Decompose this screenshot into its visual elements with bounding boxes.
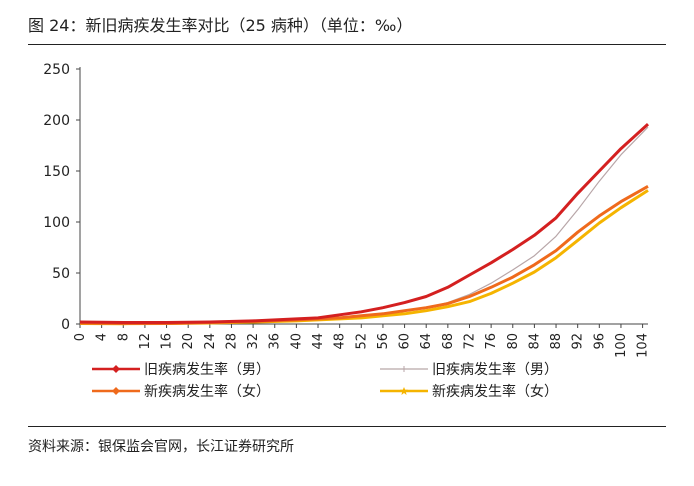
x-tick-label: 104 <box>636 333 651 358</box>
y-tick-label: 0 <box>61 317 70 333</box>
y-tick-label: 150 <box>43 164 70 180</box>
x-tick-label: 40 <box>289 333 304 350</box>
x-tick-label: 52 <box>354 333 369 350</box>
series-line <box>79 126 649 325</box>
bottom-rule <box>28 426 666 427</box>
x-tick-label: 92 <box>571 333 586 350</box>
y-tick-label: 100 <box>43 215 70 231</box>
legend-label: 旧疾病发生率（男） <box>432 361 558 378</box>
x-tick-label: 8 <box>116 333 131 341</box>
series-line <box>79 184 649 325</box>
x-tick-label: 100 <box>614 333 629 358</box>
x-tick-label: 4 <box>95 333 110 341</box>
x-tick-label: 76 <box>484 333 499 350</box>
x-tick-label: 44 <box>311 333 326 350</box>
legend: 旧疾病发生率（男） 旧疾病发生率（男） 新疾病发生率（女） 新疾病发生率（女） <box>92 361 558 400</box>
y-tick-label: 250 <box>43 62 70 78</box>
x-tick-label: 56 <box>376 333 391 350</box>
figure-source: 资料来源：银保监会官网，长江证券研究所 <box>28 439 294 455</box>
x-tick-label: 96 <box>592 333 607 350</box>
series-layer <box>79 122 650 326</box>
x-tick-label: 28 <box>224 333 239 350</box>
x-tick-label: 32 <box>246 333 261 350</box>
x-tick-label: 12 <box>138 333 153 350</box>
x-tick-label: 80 <box>506 333 521 350</box>
x-tick-label: 24 <box>203 333 218 350</box>
x-tick-label: 72 <box>462 333 477 350</box>
legend-marker <box>400 387 408 395</box>
x-tick-label: 84 <box>527 333 542 350</box>
x-tick-label: 36 <box>268 333 283 350</box>
x-tick-label: 60 <box>398 333 413 350</box>
legend-label: 旧疾病发生率（男） <box>144 361 270 378</box>
y-tick-label: 50 <box>52 266 70 282</box>
legend-label: 新疾病发生率（女） <box>432 383 558 400</box>
x-tick-label: 88 <box>549 333 564 350</box>
x-tick-label: 0 <box>73 333 88 341</box>
top-rule <box>28 44 666 45</box>
x-tick-label: 16 <box>160 333 175 350</box>
legend-marker <box>401 366 407 372</box>
x-tick-label: 20 <box>181 333 196 350</box>
figure-title: 图 24：新旧病疾发生率对比（25 病种）（单位：‰） <box>28 16 413 35</box>
x-tick-label: 64 <box>419 333 434 350</box>
y-tick-label: 200 <box>43 113 70 129</box>
legend-marker <box>112 387 120 395</box>
series-line <box>79 122 650 324</box>
legend-marker <box>112 365 120 373</box>
legend-label: 新疾病发生率（女） <box>144 383 270 400</box>
x-tick-label: 68 <box>441 333 456 350</box>
x-tick-label: 48 <box>333 333 348 350</box>
